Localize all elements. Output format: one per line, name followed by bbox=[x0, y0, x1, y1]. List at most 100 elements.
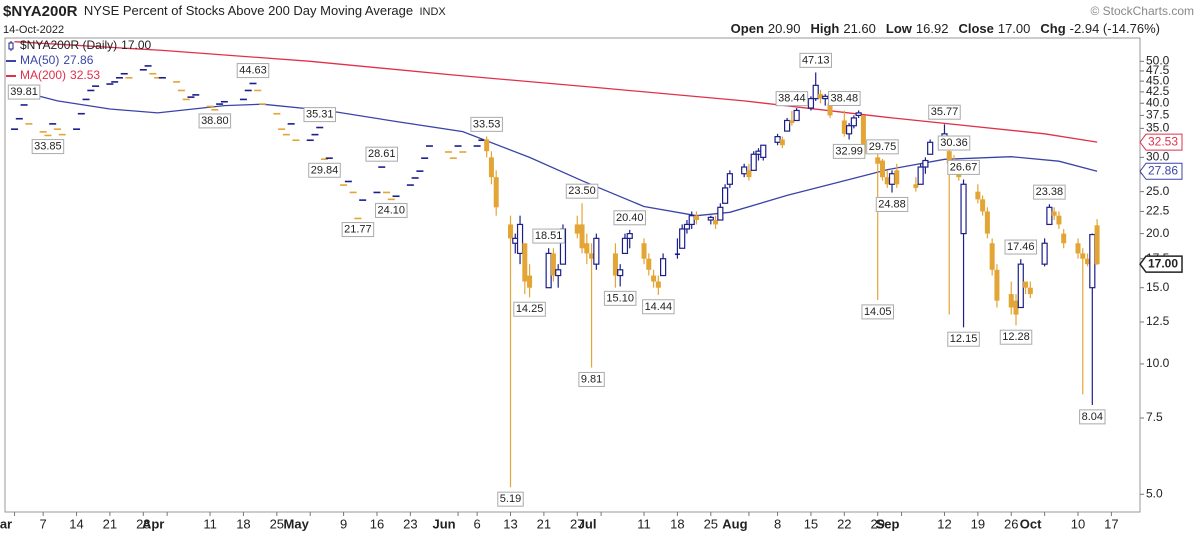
x-tick-label: 19 bbox=[971, 516, 985, 531]
candle-body bbox=[459, 151, 467, 153]
quote-label: High bbox=[810, 21, 839, 36]
candle-body bbox=[488, 157, 494, 178]
candle-body bbox=[239, 98, 247, 101]
candle-body bbox=[679, 228, 686, 249]
candle-body bbox=[774, 136, 781, 143]
candle-body bbox=[879, 160, 885, 178]
credit: © StockCharts.com bbox=[1090, 4, 1194, 18]
candle-body bbox=[626, 233, 633, 239]
candle-body bbox=[1094, 225, 1100, 265]
candle-body bbox=[784, 119, 791, 132]
x-tick-label: 25 bbox=[270, 516, 284, 531]
x-tick-label: 25 bbox=[704, 516, 718, 531]
candle-body bbox=[589, 253, 595, 259]
candle-body bbox=[249, 82, 257, 85]
ma-line bbox=[14, 41, 1098, 143]
y-tick-label: 45.0 bbox=[1146, 73, 1170, 87]
annotation-box bbox=[1004, 239, 1038, 255]
candle-body bbox=[922, 159, 929, 168]
candle-body bbox=[1041, 242, 1048, 265]
candle-body bbox=[49, 123, 57, 125]
candle-body bbox=[579, 224, 585, 249]
candle-body bbox=[340, 184, 348, 186]
annotation-box bbox=[828, 90, 861, 106]
y-tick-label: 12.5 bbox=[1146, 314, 1170, 328]
x-tick-label: 21 bbox=[103, 516, 117, 531]
candle-body bbox=[807, 98, 815, 109]
annotation-box bbox=[236, 63, 270, 79]
candle-body bbox=[311, 133, 319, 136]
candle-body bbox=[182, 98, 190, 101]
annotation-label: 14.05 bbox=[864, 306, 892, 318]
candle-body bbox=[321, 158, 329, 160]
candle-body bbox=[354, 217, 362, 220]
candle-body bbox=[550, 253, 556, 276]
annotation-label: 47.13 bbox=[802, 54, 830, 66]
candle-body bbox=[1075, 243, 1081, 254]
annotation-box bbox=[365, 146, 399, 162]
annotation-label: 33.53 bbox=[473, 118, 501, 130]
y-tick-label: 40.0 bbox=[1146, 95, 1170, 109]
candle-body bbox=[888, 173, 896, 185]
annotation-label: 15.10 bbox=[606, 292, 634, 304]
annotation-label: 5.19 bbox=[500, 493, 521, 505]
x-tick-label: 9 bbox=[340, 516, 347, 531]
candle-body bbox=[478, 139, 486, 142]
annotation-box bbox=[1033, 184, 1066, 200]
annotation-label: 23.50 bbox=[568, 185, 596, 197]
candle-body bbox=[378, 166, 386, 168]
x-tick-label: May bbox=[284, 516, 310, 531]
candle-body bbox=[216, 103, 224, 105]
x-tick-label: 27 bbox=[570, 516, 584, 531]
candle-body bbox=[273, 112, 281, 115]
candle-body bbox=[827, 103, 833, 116]
x-tick-label: 8 bbox=[774, 516, 781, 531]
candle-body bbox=[173, 81, 181, 83]
candle-body bbox=[449, 157, 457, 159]
candle-body bbox=[206, 105, 214, 108]
candle-body bbox=[421, 157, 429, 159]
candle-body bbox=[325, 157, 333, 159]
quote-label: Close bbox=[958, 21, 993, 36]
candle-body bbox=[984, 211, 990, 234]
annotation-box bbox=[497, 491, 524, 507]
candle-body bbox=[707, 216, 714, 221]
candle-body bbox=[717, 206, 724, 221]
candle-body bbox=[516, 223, 524, 255]
candle-body bbox=[484, 139, 490, 152]
x-tick-label: Mar bbox=[0, 516, 12, 531]
candle-body bbox=[120, 72, 128, 75]
price-badge bbox=[1139, 255, 1183, 273]
y-tick-label: 50.0 bbox=[1146, 53, 1170, 67]
annotation-box bbox=[532, 228, 565, 244]
candle-body bbox=[593, 237, 600, 265]
annotation-label: 30.36 bbox=[940, 137, 968, 149]
candle-body bbox=[884, 177, 890, 185]
candle-body bbox=[53, 128, 61, 130]
y-tick-label: 30.0 bbox=[1146, 150, 1170, 164]
candle-body bbox=[154, 76, 162, 79]
legend-value: 27.86 bbox=[63, 53, 93, 67]
annotation-box bbox=[513, 301, 546, 317]
candle-body bbox=[149, 72, 157, 75]
candle-body bbox=[187, 96, 195, 98]
annotation-box bbox=[603, 290, 637, 306]
candle-body bbox=[1085, 258, 1091, 265]
candle-body bbox=[73, 128, 81, 130]
annotation-label: 12.15 bbox=[950, 333, 978, 345]
x-tick-label: 11 bbox=[637, 516, 651, 531]
candle-body bbox=[1008, 294, 1014, 308]
x-tick-label: 10 bbox=[1071, 516, 1085, 531]
annotation-label: 32.99 bbox=[835, 145, 863, 157]
annotation-label: 44.63 bbox=[239, 65, 267, 77]
candle-body bbox=[660, 258, 667, 277]
annotation-box bbox=[1079, 409, 1106, 425]
y-tick-label: 7.5 bbox=[1146, 410, 1163, 424]
annotation-box bbox=[775, 91, 809, 107]
annotation-box bbox=[947, 331, 980, 347]
annotation-label: 35.77 bbox=[931, 106, 959, 118]
candle-body bbox=[359, 199, 367, 201]
x-tick-label: 16 bbox=[370, 516, 384, 531]
annotation-box bbox=[31, 139, 65, 155]
candle-body bbox=[259, 103, 267, 105]
